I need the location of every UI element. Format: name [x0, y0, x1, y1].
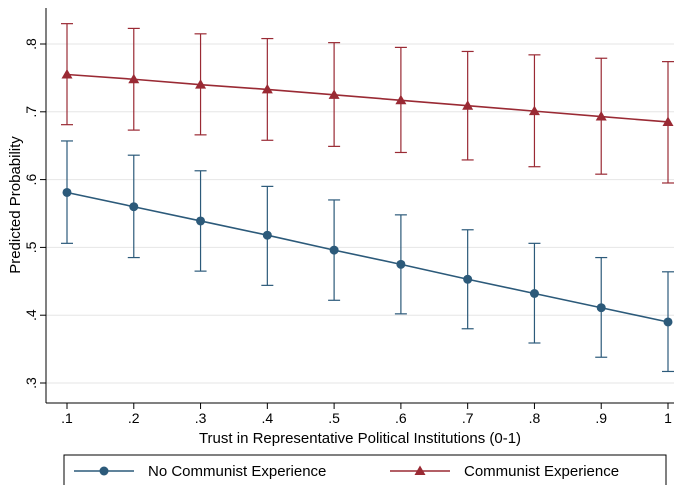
y-tick-label: .4 [23, 309, 39, 321]
legend-marker [414, 465, 426, 475]
x-tick-label: .5 [328, 410, 340, 426]
series-0 [61, 140, 674, 373]
data-point [62, 187, 72, 197]
data-point [596, 303, 606, 313]
plot-area [46, 8, 674, 403]
y-tick-label: .8 [23, 38, 39, 50]
series-line [66, 73, 669, 123]
legend-label: No Communist Experience [148, 463, 326, 480]
x-tick-label: .1 [61, 410, 73, 426]
data-point [61, 69, 73, 79]
series-1 [61, 23, 674, 184]
x-tick-label: 1 [664, 410, 672, 426]
data-point [528, 105, 540, 116]
y-tick-label: .3 [23, 377, 39, 389]
y-tick-label: .7 [23, 106, 39, 118]
x-tick-label: .6 [395, 410, 407, 426]
data-point [463, 274, 473, 284]
data-point [595, 111, 607, 121]
data-point [662, 116, 674, 126]
x-tick-label: .9 [595, 410, 607, 426]
x-tick-label: .3 [195, 410, 207, 426]
x-tick-label: .7 [462, 410, 474, 426]
data-point [396, 259, 406, 269]
data-point [129, 202, 139, 212]
x-axis-title: Trust in Representative Political Instit… [199, 430, 521, 447]
y-axis-title: Predicted Probability [7, 136, 24, 274]
data-point [195, 79, 207, 89]
data-point [663, 317, 673, 327]
legend-marker [99, 466, 109, 476]
series-line [66, 191, 669, 323]
legend: No Communist Experience Communist Experie… [63, 454, 667, 488]
x-tick-label: .4 [261, 410, 273, 426]
y-tick-label: .6 [23, 174, 39, 186]
data-point [462, 100, 474, 110]
x-tick-label: .2 [128, 410, 140, 426]
data-point [128, 73, 140, 84]
data-point [196, 216, 206, 226]
data-point [529, 289, 539, 299]
y-tick-label: .5 [23, 241, 39, 253]
data-point [328, 89, 340, 99]
legend-label: Communist Experience [464, 463, 619, 480]
data-point [329, 245, 339, 255]
data-point [395, 94, 407, 105]
data-point [262, 230, 272, 240]
data-point [261, 83, 273, 94]
x-tick-label: .8 [529, 410, 541, 426]
legend-box [63, 454, 667, 488]
